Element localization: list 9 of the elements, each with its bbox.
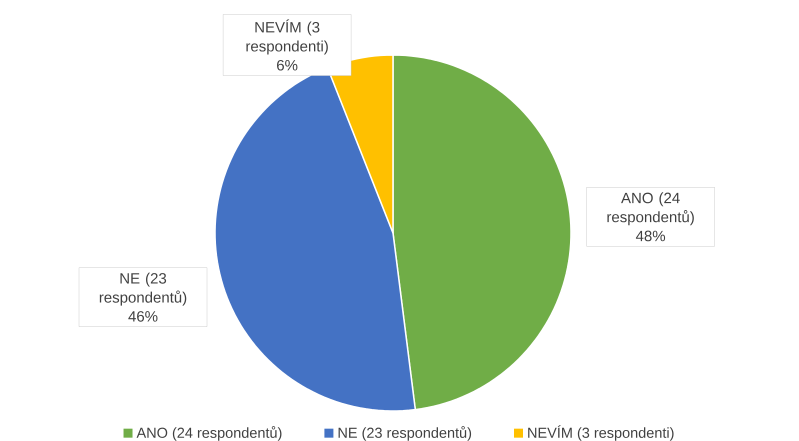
legend-label: NE (23 respondentů) bbox=[338, 426, 472, 441]
data-label: 6% bbox=[277, 60, 298, 71]
slice-label: NE (23 respondentů) bbox=[100, 272, 186, 306]
slice-label: ANO (24 respondentů) bbox=[607, 192, 694, 226]
legend-label: NEVÍM (3 respondenti) bbox=[528, 425, 674, 441]
legend-label: ANO (24 respondentů) bbox=[136, 426, 282, 441]
slice-label: NEVÍM (3 respondenti) bbox=[246, 19, 328, 55]
data-label: 46% bbox=[128, 311, 158, 322]
data-label: 48% bbox=[636, 230, 666, 242]
